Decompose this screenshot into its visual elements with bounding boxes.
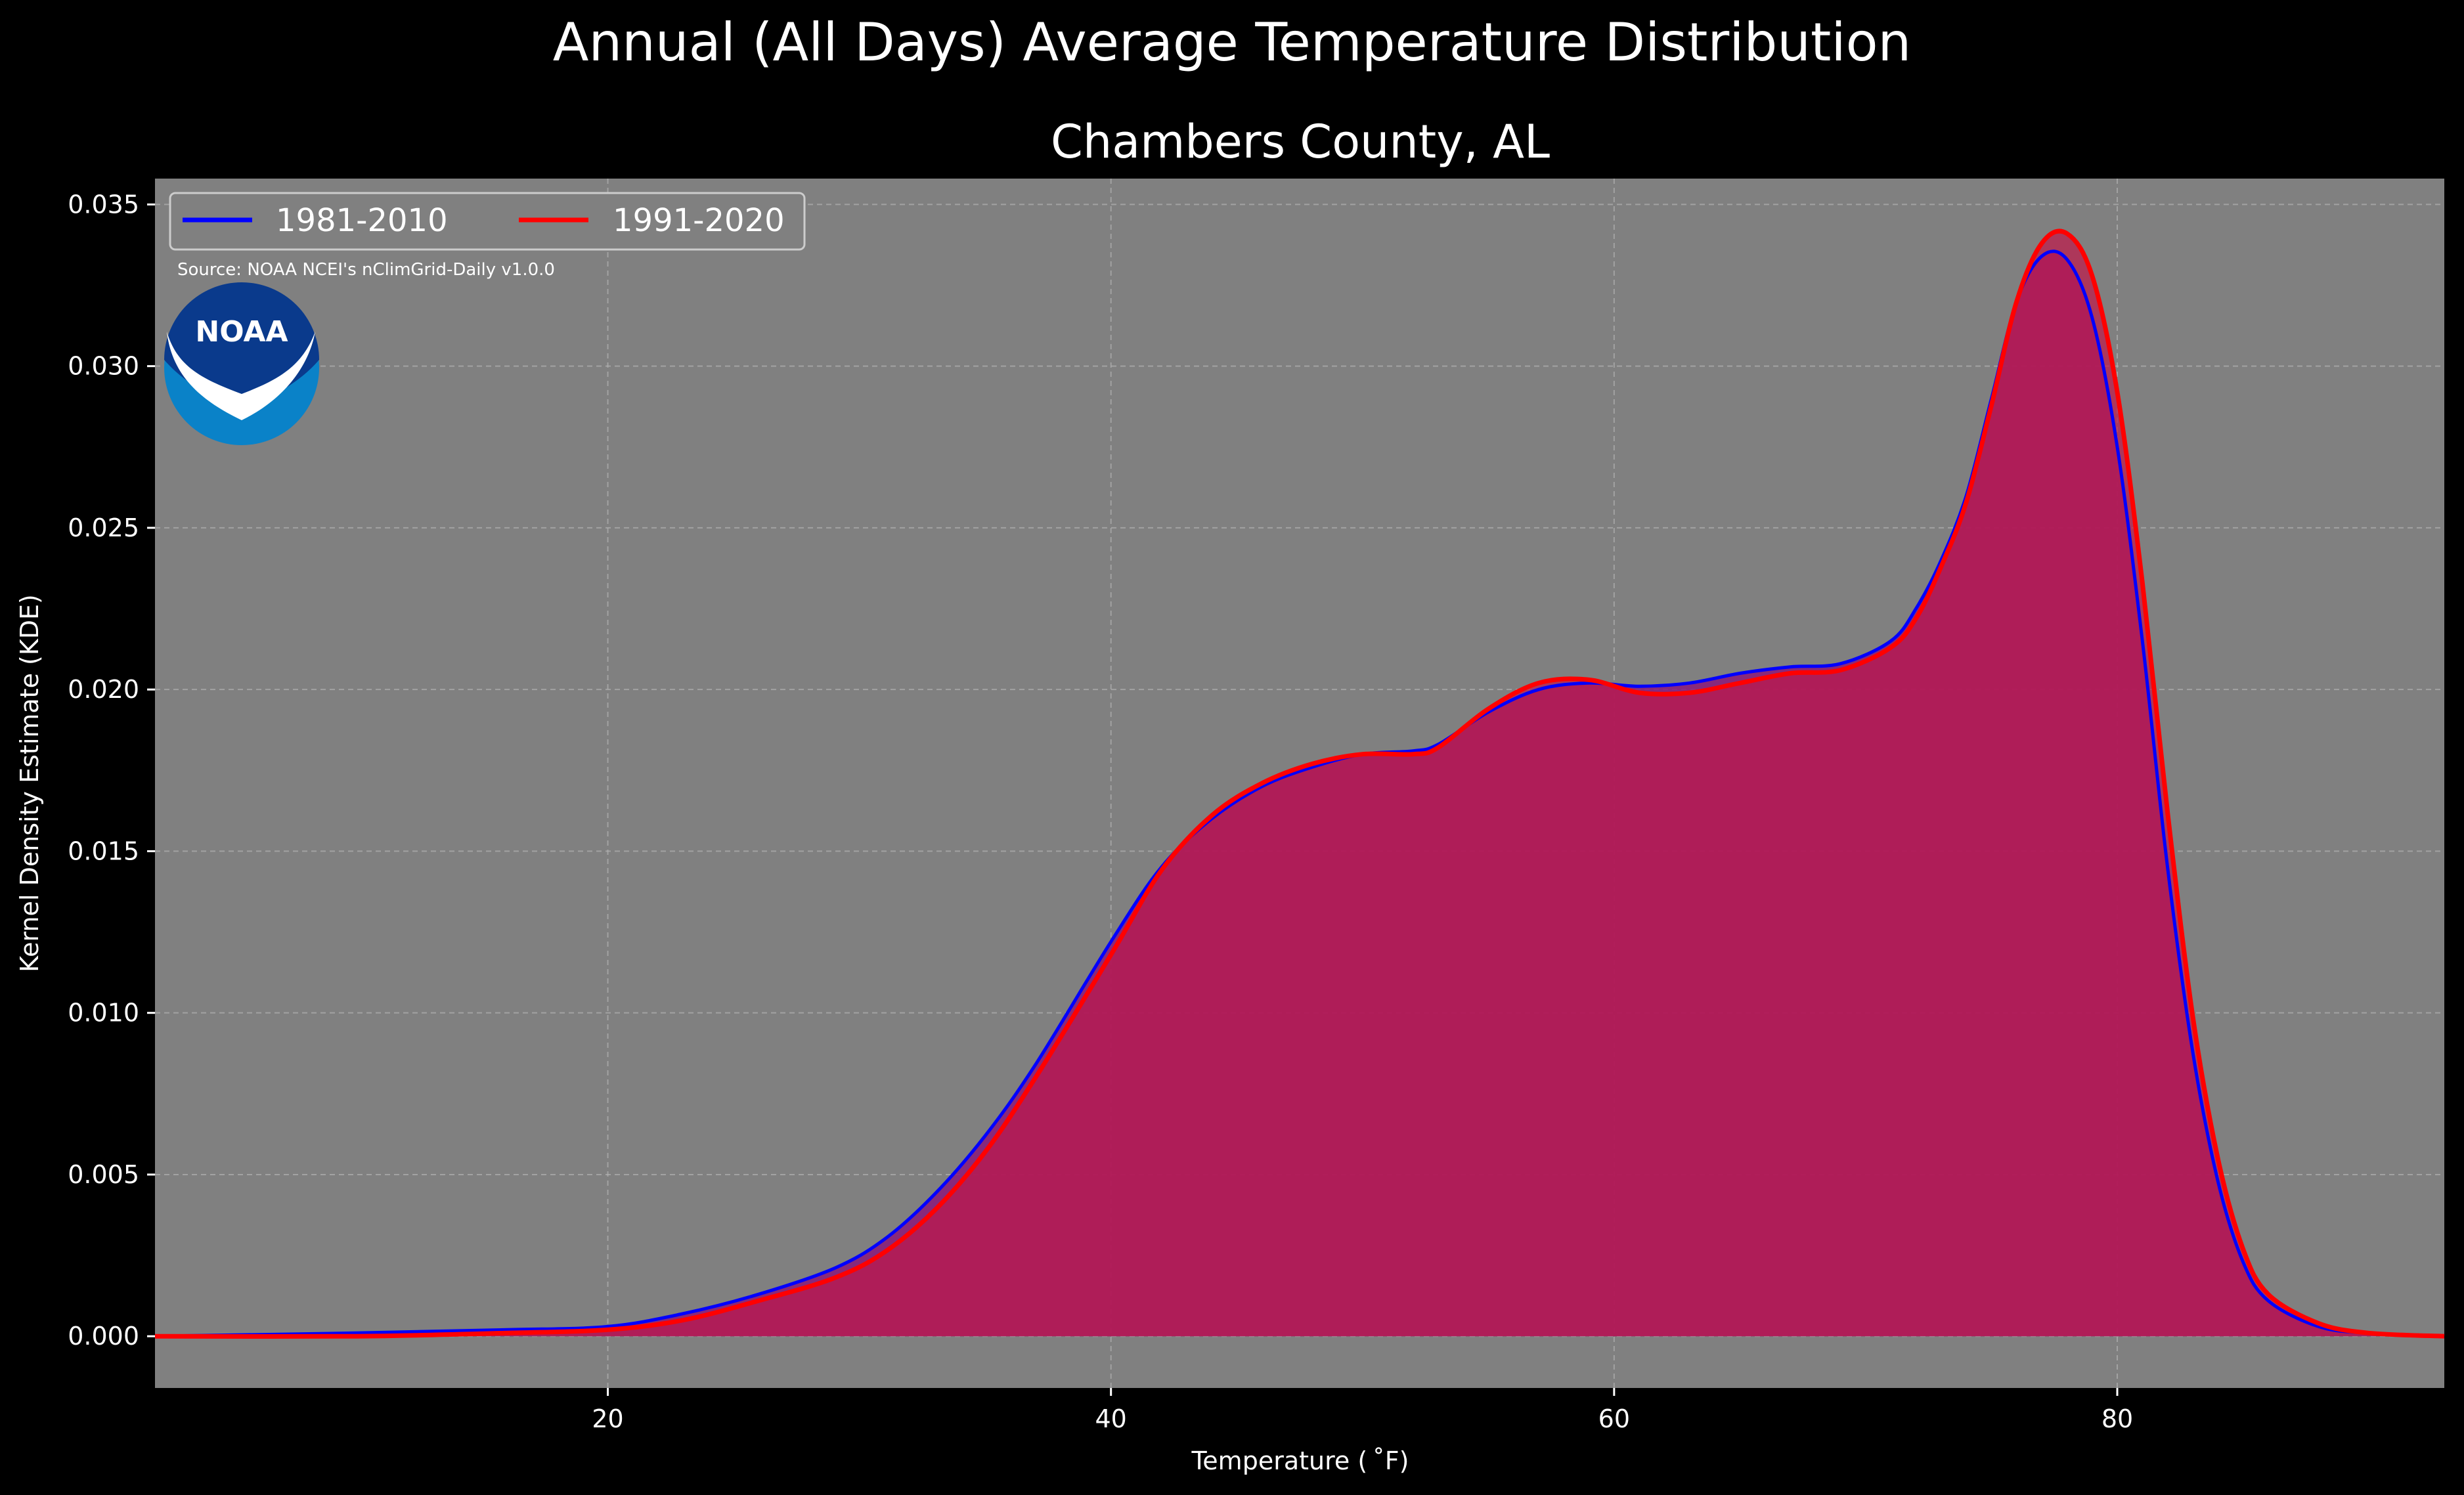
y-tick-label: 0.005 bbox=[68, 1160, 139, 1189]
y-tick-label: 0.010 bbox=[68, 999, 139, 1028]
chart-title: Chambers County, AL bbox=[1051, 115, 1550, 169]
legend-label-1991-2020: 1991-2020 bbox=[613, 202, 785, 239]
x-axis-label: Temperature ( ˚F) bbox=[1191, 1446, 1409, 1475]
plot-area bbox=[154, 179, 2445, 1388]
noaa-logo-text: NOAA bbox=[195, 315, 288, 349]
y-tick-label: 0.035 bbox=[68, 190, 139, 219]
noaa-logo-icon: NOAA bbox=[164, 282, 319, 445]
y-axis-label: Kernel Density Estimate (KDE) bbox=[15, 594, 44, 972]
y-tick-label: 0.025 bbox=[68, 513, 139, 542]
line-1981-2010 bbox=[154, 249, 2445, 1338]
y-tick-label: 0.000 bbox=[68, 1322, 139, 1351]
legend: 1981-2010 1991-2020 bbox=[169, 192, 806, 251]
y-tick-label: 0.030 bbox=[68, 352, 139, 381]
y-axis: 0.000 0.005 0.010 0.015 0.020 0.025 0.030 0.035 bbox=[68, 190, 155, 1351]
line-1991-2020 bbox=[154, 228, 2445, 1339]
series-lines bbox=[154, 228, 2445, 1339]
x-tick-label: 20 bbox=[592, 1404, 623, 1433]
x-tick-label: 40 bbox=[1095, 1404, 1127, 1433]
legend-label-1981-2010: 1981-2010 bbox=[276, 202, 448, 239]
x-tick-label: 80 bbox=[2101, 1404, 2133, 1433]
y-tick-label: 0.020 bbox=[68, 675, 139, 704]
area-1991-2020 bbox=[155, 231, 2444, 1337]
source-note: Source: NOAA NCEI's nClimGrid-Daily v1.0… bbox=[177, 260, 555, 280]
chart-suptitle: Annual (All Days) Average Temperature Di… bbox=[553, 12, 1911, 73]
series-fills bbox=[155, 231, 2444, 1337]
legend-frame bbox=[169, 192, 806, 251]
y-tick-label: 0.015 bbox=[68, 836, 139, 865]
x-axis: 20 40 60 80 bbox=[592, 1388, 2133, 1433]
x-tick-label: 60 bbox=[1598, 1404, 1630, 1433]
